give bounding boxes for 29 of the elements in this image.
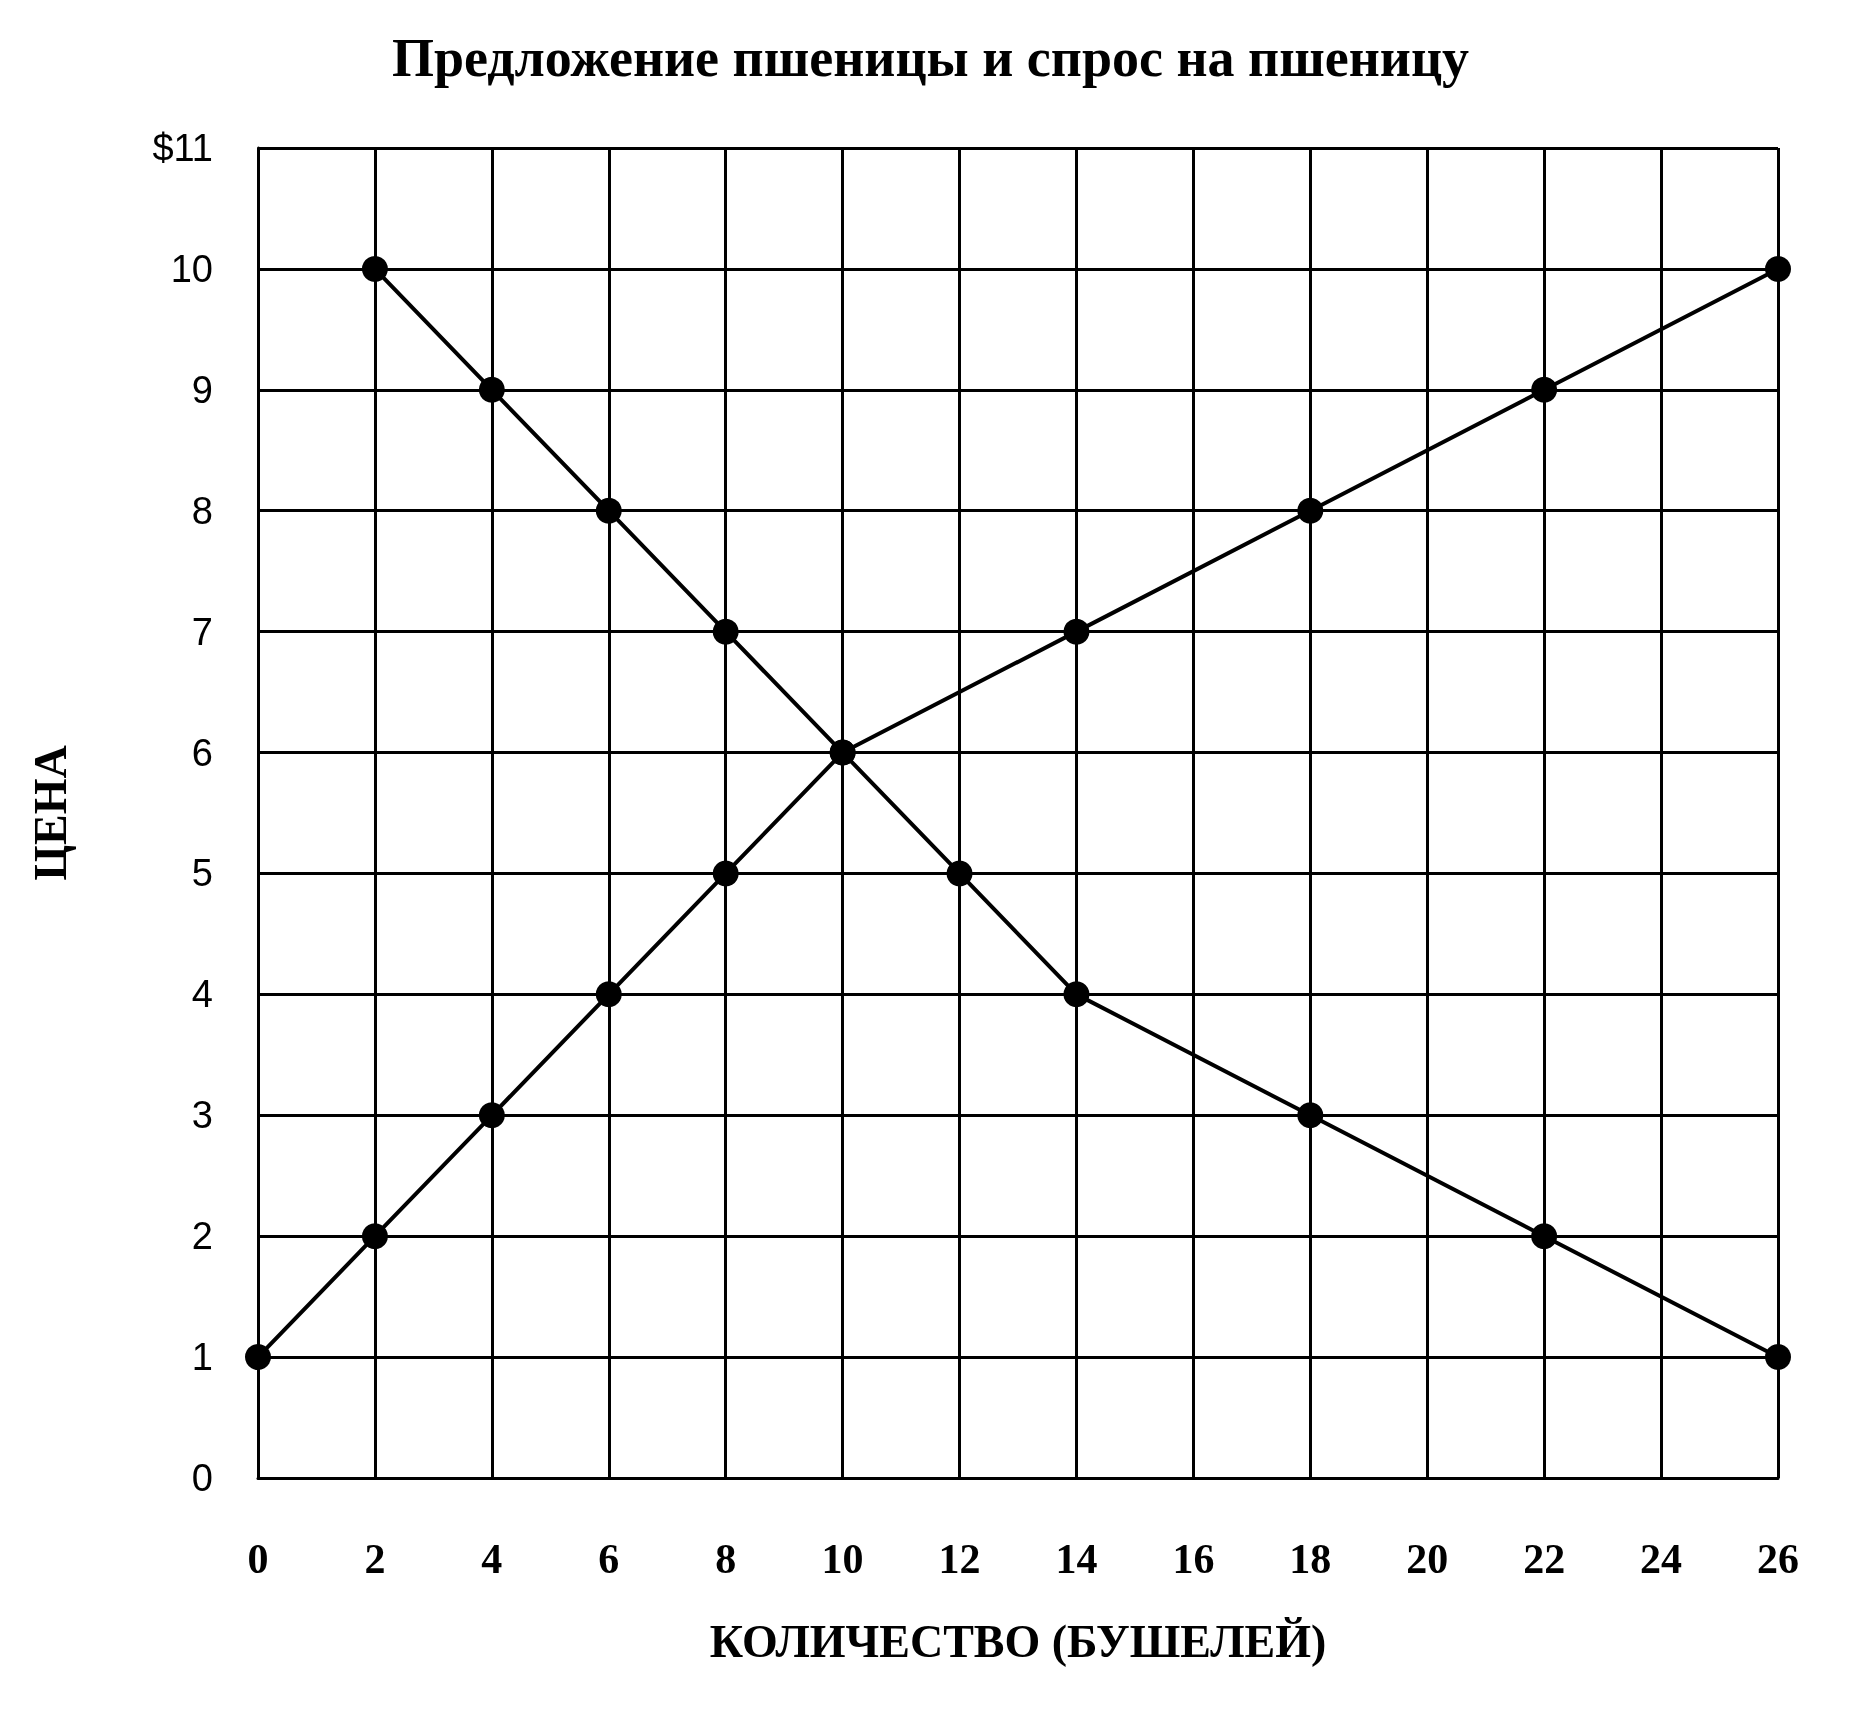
y-tick-label: 2 bbox=[191, 1215, 213, 1258]
x-tick-label: 24 bbox=[1640, 1536, 1683, 1582]
x-tick-label: 20 bbox=[1406, 1536, 1449, 1582]
x-tick-label: 10 bbox=[821, 1536, 864, 1582]
y-tick-label: 8 bbox=[191, 489, 213, 532]
x-tick-label: 12 bbox=[938, 1536, 981, 1582]
x-tick-label: 8 bbox=[715, 1536, 737, 1582]
x-tick-label: 2 bbox=[364, 1536, 386, 1582]
y-tick-label: 7 bbox=[191, 610, 213, 653]
y-tick-label: 9 bbox=[191, 368, 213, 411]
x-tick-label: 22 bbox=[1523, 1536, 1566, 1582]
y-tick-label: $11 bbox=[152, 127, 213, 169]
x-tick-label: 14 bbox=[1055, 1536, 1098, 1582]
y-tick-label: 3 bbox=[191, 1094, 213, 1137]
x-axis-title: КОЛИЧЕСТВО (БУШЕЛЕЙ) bbox=[709, 1615, 1327, 1667]
chart-title: Предложение пшеницы и спрос на пшеницу bbox=[391, 28, 1470, 88]
y-tick-label: 1 bbox=[191, 1336, 213, 1379]
x-tick-label: 6 bbox=[598, 1536, 620, 1582]
y-tick-label: 0 bbox=[191, 1457, 213, 1499]
x-tick-label: 4 bbox=[481, 1536, 503, 1582]
y-tick-label: 4 bbox=[191, 973, 213, 1016]
y-tick-label: 10 bbox=[170, 247, 213, 290]
y-tick-label: 5 bbox=[191, 852, 213, 895]
x-tick-label: 16 bbox=[1172, 1536, 1215, 1582]
x-tick-label: 0 bbox=[247, 1536, 269, 1582]
y-axis-title: ЦЕНА bbox=[24, 745, 76, 881]
y-tick-label: 6 bbox=[191, 731, 213, 774]
x-tick-label: 26 bbox=[1757, 1536, 1799, 1582]
x-tick-label: 18 bbox=[1289, 1536, 1332, 1582]
